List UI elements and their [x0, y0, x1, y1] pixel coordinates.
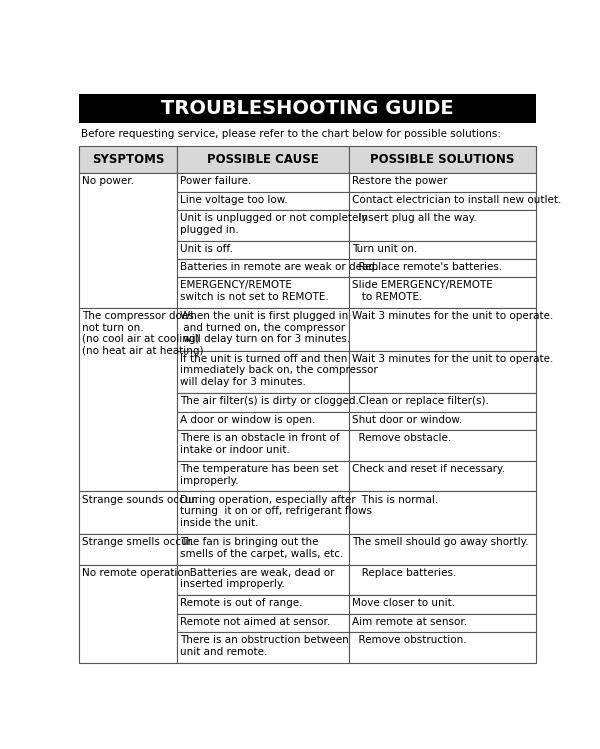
FancyBboxPatch shape: [349, 351, 536, 393]
Text: Remove obstruction.: Remove obstruction.: [352, 635, 466, 645]
Text: No power.: No power.: [82, 176, 134, 187]
Text: Strange smells occur.: Strange smells occur.: [82, 537, 194, 548]
Text: EMERGENCY/REMOTE
switch is not set to REMOTE.: EMERGENCY/REMOTE switch is not set to RE…: [180, 280, 329, 302]
Text: Shut door or window.: Shut door or window.: [352, 415, 462, 425]
Text: The fan is bringing out the
smells of the carpet, walls, etc.: The fan is bringing out the smells of th…: [180, 537, 344, 559]
FancyBboxPatch shape: [349, 259, 536, 277]
Text: No remote operation.: No remote operation.: [82, 568, 194, 577]
Text: Remote is out of range.: Remote is out of range.: [180, 598, 303, 608]
Text: Clean or replace filter(s).: Clean or replace filter(s).: [352, 396, 488, 407]
Text: Move closer to unit.: Move closer to unit.: [352, 598, 455, 608]
FancyBboxPatch shape: [349, 210, 536, 240]
FancyBboxPatch shape: [177, 412, 349, 430]
FancyBboxPatch shape: [177, 565, 349, 595]
FancyBboxPatch shape: [349, 491, 536, 534]
FancyBboxPatch shape: [177, 277, 349, 308]
FancyBboxPatch shape: [79, 94, 536, 123]
Text: Insert plug all the way.: Insert plug all the way.: [352, 213, 476, 223]
FancyBboxPatch shape: [177, 613, 349, 632]
Text: Batteries in remote are weak or dead.: Batteries in remote are weak or dead.: [180, 262, 379, 272]
FancyBboxPatch shape: [349, 240, 536, 259]
FancyBboxPatch shape: [177, 210, 349, 240]
FancyBboxPatch shape: [79, 491, 177, 534]
Text: The smell should go away shortly.: The smell should go away shortly.: [352, 537, 529, 548]
Text: The compressor does
not turn on.
(no cool air at cooling)
(no heat air at heatin: The compressor does not turn on. (no coo…: [82, 311, 203, 356]
Text: Restore the power: Restore the power: [352, 176, 447, 187]
Text: Aim remote at sensor.: Aim remote at sensor.: [352, 617, 467, 627]
Text: The air filter(s) is dirty or clogged.: The air filter(s) is dirty or clogged.: [180, 396, 359, 407]
Text: There is an obstruction between
unit and remote.: There is an obstruction between unit and…: [180, 635, 349, 657]
FancyBboxPatch shape: [349, 595, 536, 613]
FancyBboxPatch shape: [349, 146, 536, 173]
FancyBboxPatch shape: [177, 461, 349, 491]
FancyBboxPatch shape: [349, 565, 536, 595]
Text: Contact electrician to install new outlet.: Contact electrician to install new outle…: [352, 195, 561, 204]
FancyBboxPatch shape: [177, 146, 349, 173]
FancyBboxPatch shape: [177, 240, 349, 259]
Text: During operation, especially after
turning  it on or off, refrigerant flows
insi: During operation, especially after turni…: [180, 494, 372, 528]
FancyBboxPatch shape: [79, 146, 177, 173]
Text: Power failure.: Power failure.: [180, 176, 251, 187]
Text: POSSIBLE CAUSE: POSSIBLE CAUSE: [207, 153, 319, 166]
FancyBboxPatch shape: [177, 595, 349, 613]
FancyBboxPatch shape: [349, 277, 536, 308]
Text: Before requesting service, please refer to the chart below for possible solution: Before requesting service, please refer …: [81, 129, 501, 139]
FancyBboxPatch shape: [349, 412, 536, 430]
Text: Remote not aimed at sensor.: Remote not aimed at sensor.: [180, 617, 331, 627]
FancyBboxPatch shape: [177, 491, 349, 534]
Text: Turn unit on.: Turn unit on.: [352, 243, 417, 254]
Text: Wait 3 minutes for the unit to operate.: Wait 3 minutes for the unit to operate.: [352, 354, 553, 364]
FancyBboxPatch shape: [177, 259, 349, 277]
Text: Unit is off.: Unit is off.: [180, 243, 233, 254]
FancyBboxPatch shape: [79, 308, 177, 491]
Text: If the unit is turned off and then
immediately back on, the compressor
will dela: If the unit is turned off and then immed…: [180, 354, 378, 387]
FancyBboxPatch shape: [349, 613, 536, 632]
FancyBboxPatch shape: [349, 192, 536, 210]
Text: Replace remote's batteries.: Replace remote's batteries.: [352, 262, 502, 272]
FancyBboxPatch shape: [79, 173, 177, 308]
FancyBboxPatch shape: [349, 632, 536, 663]
FancyBboxPatch shape: [177, 192, 349, 210]
Text: A door or window is open.: A door or window is open.: [180, 415, 316, 425]
Text: Strange sounds occur.: Strange sounds occur.: [82, 494, 198, 505]
Text: There is an obstacle in front of
intake or indoor unit.: There is an obstacle in front of intake …: [180, 434, 340, 455]
FancyBboxPatch shape: [349, 393, 536, 412]
FancyBboxPatch shape: [177, 393, 349, 412]
Text: Replace batteries.: Replace batteries.: [352, 568, 456, 577]
FancyBboxPatch shape: [79, 534, 177, 565]
Text: Wait 3 minutes for the unit to operate.: Wait 3 minutes for the unit to operate.: [352, 311, 553, 321]
FancyBboxPatch shape: [177, 351, 349, 393]
FancyBboxPatch shape: [177, 534, 349, 565]
FancyBboxPatch shape: [349, 308, 536, 351]
Text: Remove obstacle.: Remove obstacle.: [352, 434, 451, 443]
FancyBboxPatch shape: [349, 534, 536, 565]
FancyBboxPatch shape: [349, 430, 536, 461]
Text: This is normal.: This is normal.: [352, 494, 438, 505]
Text: Slide EMERGENCY/REMOTE
   to REMOTE.: Slide EMERGENCY/REMOTE to REMOTE.: [352, 280, 493, 302]
FancyBboxPatch shape: [177, 173, 349, 192]
Text: The temperature has been set
improperly.: The temperature has been set improperly.: [180, 464, 338, 485]
FancyBboxPatch shape: [349, 461, 536, 491]
FancyBboxPatch shape: [177, 632, 349, 663]
Text: POSSIBLE SOLUTIONS: POSSIBLE SOLUTIONS: [370, 153, 515, 166]
Text: TROUBLESHOOTING GUIDE: TROUBLESHOOTING GUIDE: [161, 99, 454, 118]
FancyBboxPatch shape: [349, 173, 536, 192]
Text: Batteries are weak, dead or
inserted improperly.: Batteries are weak, dead or inserted imp…: [180, 568, 335, 589]
Text: Check and reset if necessary.: Check and reset if necessary.: [352, 464, 505, 474]
FancyBboxPatch shape: [177, 308, 349, 351]
Text: When the unit is first plugged in
 and turned on, the compressor
 will delay tur: When the unit is first plugged in and tu…: [180, 311, 350, 345]
Text: Line voltage too low.: Line voltage too low.: [180, 195, 288, 204]
Text: Unit is unplugged or not completely
plugged in.: Unit is unplugged or not completely plug…: [180, 213, 368, 234]
Text: SYSPTOMS: SYSPTOMS: [92, 153, 164, 166]
FancyBboxPatch shape: [79, 565, 177, 663]
FancyBboxPatch shape: [177, 430, 349, 461]
